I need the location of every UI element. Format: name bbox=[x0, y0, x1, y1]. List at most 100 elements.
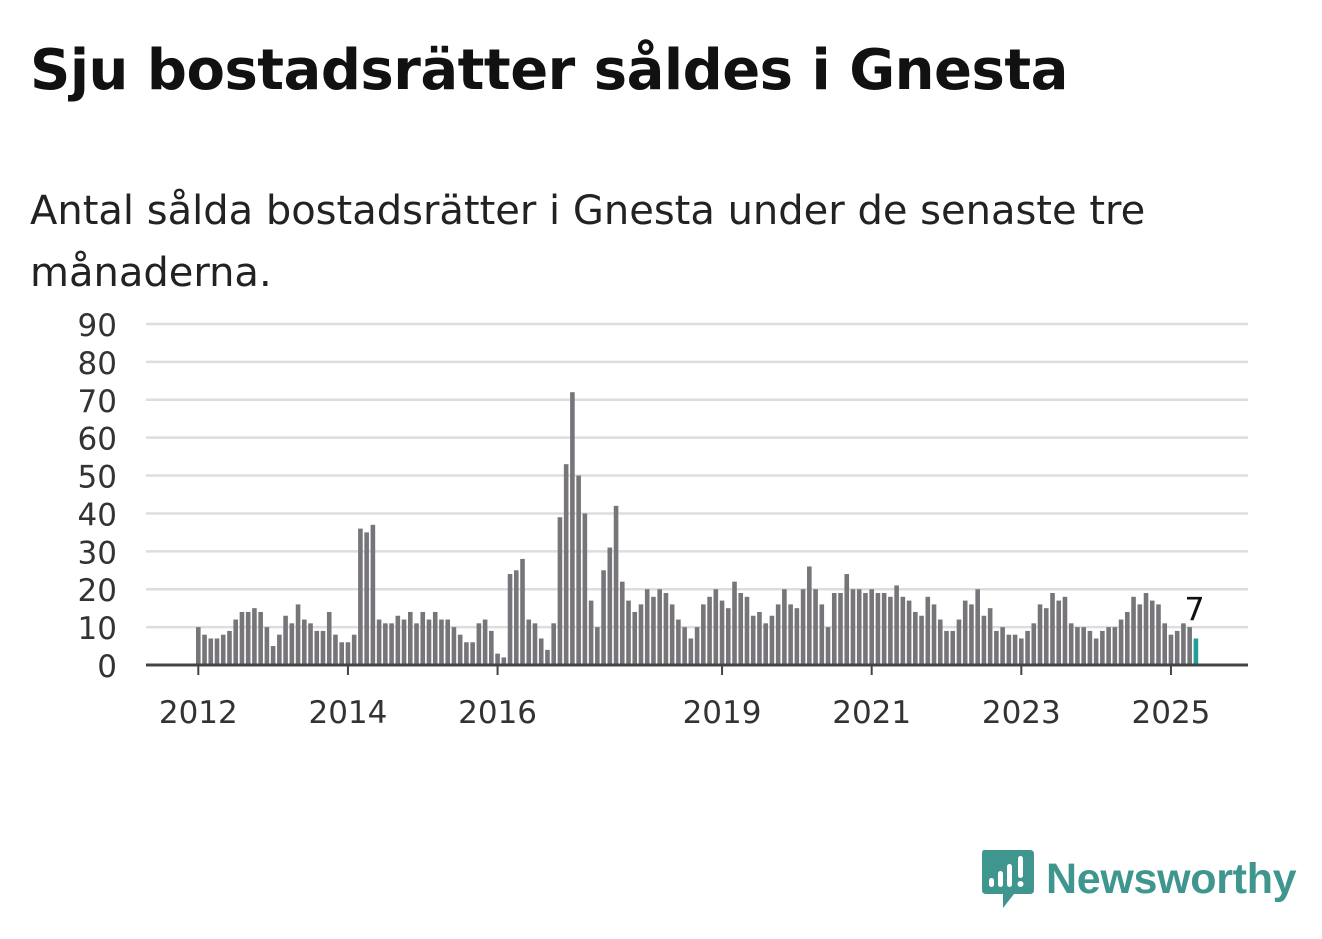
bar bbox=[1087, 630, 1093, 665]
x-tick-label: 2019 bbox=[683, 695, 762, 731]
bar bbox=[607, 547, 613, 665]
bar bbox=[619, 581, 625, 665]
bar bbox=[738, 593, 744, 665]
bar bbox=[950, 630, 956, 665]
x-tick-label: 2021 bbox=[832, 695, 911, 731]
bar bbox=[807, 566, 812, 665]
bar bbox=[476, 623, 482, 665]
bar bbox=[1106, 627, 1111, 665]
y-tick-label: 50 bbox=[78, 460, 117, 496]
bar bbox=[694, 627, 700, 665]
bar bbox=[563, 464, 569, 665]
x-tick-label: 2025 bbox=[1132, 695, 1211, 731]
bar bbox=[707, 596, 712, 665]
x-axis-ticks: 2012 2014 2016 2019 2021 2023 2025 bbox=[146, 663, 1248, 731]
bar bbox=[1019, 638, 1024, 665]
bar bbox=[944, 630, 949, 665]
bar bbox=[551, 623, 556, 665]
bar bbox=[1149, 600, 1155, 665]
x-tick-label: 2016 bbox=[458, 695, 537, 731]
bar bbox=[283, 615, 288, 665]
bar bbox=[962, 600, 968, 665]
bar bbox=[775, 604, 781, 665]
bar bbox=[258, 611, 263, 665]
bar bbox=[863, 593, 868, 665]
bar bbox=[457, 634, 463, 665]
bar bbox=[732, 581, 737, 665]
y-tick-label: 0 bbox=[97, 649, 117, 685]
chart-title: Sju bostadsrätter såldes i Gnesta bbox=[30, 38, 1068, 103]
bar bbox=[532, 623, 538, 665]
y-tick-label: 70 bbox=[78, 384, 117, 420]
brand-name: Newsworthy bbox=[1046, 854, 1297, 903]
bar bbox=[888, 596, 893, 665]
bar bbox=[744, 596, 750, 665]
gridlines bbox=[146, 322, 1248, 629]
bar bbox=[314, 630, 320, 665]
bar bbox=[813, 589, 818, 665]
bar bbox=[1174, 630, 1180, 665]
bar bbox=[1187, 627, 1192, 665]
bar bbox=[588, 600, 594, 665]
bar bbox=[351, 634, 357, 665]
bar bbox=[445, 619, 450, 665]
bar bbox=[626, 600, 631, 665]
bar bbox=[526, 619, 532, 665]
bar bbox=[632, 611, 638, 665]
bar bbox=[769, 615, 775, 665]
bar bbox=[931, 604, 937, 665]
bar bbox=[227, 630, 232, 665]
bar bbox=[800, 589, 806, 665]
bar bbox=[1037, 604, 1043, 665]
bar bbox=[825, 627, 831, 665]
bar bbox=[289, 623, 295, 665]
bar bbox=[969, 604, 974, 665]
bar bbox=[1062, 596, 1068, 665]
bar bbox=[856, 589, 862, 665]
bar bbox=[407, 611, 413, 665]
bar bbox=[395, 615, 401, 665]
bar bbox=[1168, 634, 1174, 665]
bar bbox=[326, 611, 332, 665]
bar bbox=[264, 627, 270, 665]
bar bbox=[881, 593, 887, 665]
bar bbox=[1093, 638, 1099, 665]
bar bbox=[1031, 623, 1037, 665]
bar bbox=[838, 593, 843, 665]
chart-subtitle: Antal sålda bostadsrätter i Gnesta under… bbox=[30, 188, 1146, 296]
bar bbox=[451, 627, 457, 665]
bar bbox=[345, 642, 351, 665]
bar bbox=[1043, 608, 1049, 665]
y-tick-label: 10 bbox=[78, 611, 117, 647]
bar bbox=[1143, 593, 1149, 665]
bar bbox=[576, 475, 581, 665]
bar bbox=[701, 604, 706, 665]
bar bbox=[489, 630, 494, 665]
y-tick-label: 20 bbox=[78, 573, 117, 609]
bar bbox=[495, 653, 500, 665]
bar bbox=[1137, 604, 1143, 665]
bar bbox=[831, 593, 837, 665]
bar bbox=[1156, 604, 1161, 665]
bar bbox=[601, 570, 606, 665]
bar bbox=[420, 611, 426, 665]
bar bbox=[320, 630, 326, 665]
bar bbox=[501, 657, 507, 665]
bar bbox=[757, 611, 762, 665]
bar bbox=[919, 615, 924, 665]
bar bbox=[364, 532, 369, 665]
bar bbox=[245, 611, 251, 665]
x-tick-label: 2014 bbox=[308, 695, 387, 731]
bar bbox=[538, 638, 544, 665]
bar bbox=[1118, 619, 1124, 665]
bar-latest bbox=[1193, 638, 1199, 665]
bar bbox=[470, 642, 475, 665]
bar bbox=[844, 574, 850, 665]
bar bbox=[925, 596, 931, 665]
bar bbox=[725, 608, 731, 665]
bar bbox=[339, 642, 345, 665]
bar bbox=[1006, 634, 1012, 665]
bar bbox=[975, 589, 980, 665]
bar bbox=[507, 574, 513, 665]
